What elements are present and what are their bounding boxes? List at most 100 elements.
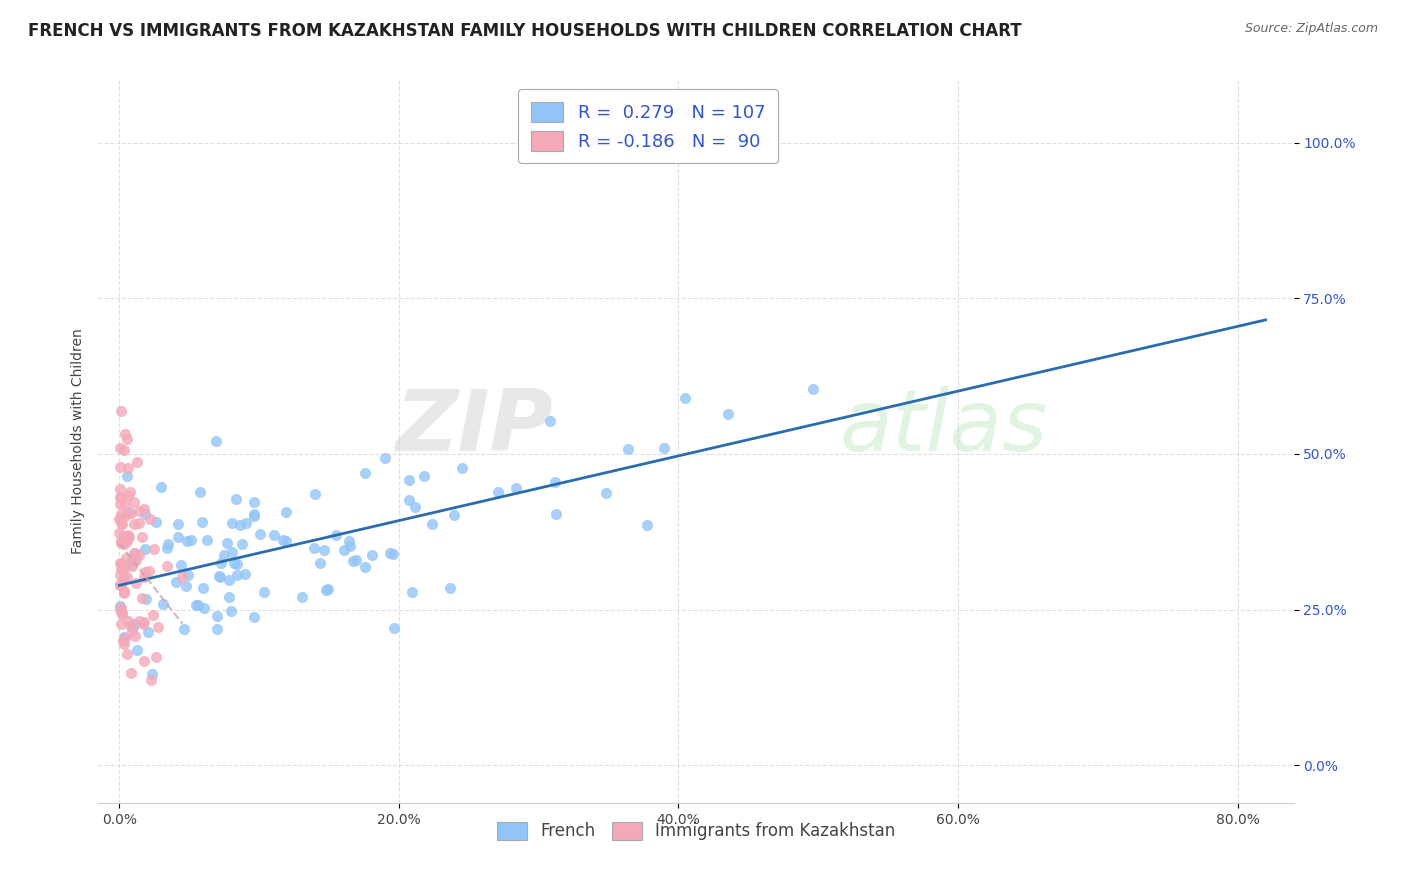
Point: [315, 583, 337, 598]
Point: [354, 560, 377, 574]
Point: [384, 621, 406, 635]
Point: [131, 530, 153, 544]
Point: [177, 568, 200, 582]
Point: [134, 654, 156, 668]
Point: [249, 527, 271, 541]
Point: [451, 461, 474, 475]
Point: [226, 557, 249, 571]
Point: [138, 564, 160, 578]
Point: [145, 515, 167, 529]
Point: [125, 575, 148, 590]
Point: [176, 533, 198, 548]
Point: [121, 552, 143, 566]
Point: [108, 512, 131, 526]
Point: [114, 427, 136, 442]
Text: FRENCH VS IMMIGRANTS FROM KAZAKHSTAN FAMILY HOUSEHOLDS WITH CHILDREN CORRELATION: FRENCH VS IMMIGRANTS FROM KAZAKHSTAN FAM…: [28, 22, 1022, 40]
Point: [124, 546, 146, 560]
Point: [225, 568, 247, 582]
Point: [108, 525, 131, 540]
Point: [108, 497, 131, 511]
Point: [339, 539, 361, 553]
Point: [271, 533, 294, 547]
Point: [117, 490, 139, 504]
Point: [233, 566, 256, 581]
Point: [205, 434, 228, 448]
Point: [309, 556, 332, 570]
Point: [111, 607, 134, 621]
Text: atlas: atlas: [839, 385, 1047, 468]
Point: [167, 516, 190, 531]
Point: [128, 516, 150, 531]
Point: [443, 508, 465, 523]
Point: [122, 620, 145, 634]
Point: [193, 601, 215, 615]
Point: [121, 624, 143, 638]
Point: [108, 578, 131, 592]
Point: [118, 506, 141, 520]
Point: [193, 582, 215, 596]
Point: [134, 507, 156, 521]
Point: [505, 481, 527, 495]
Point: [302, 541, 325, 556]
Point: [125, 643, 148, 657]
Point: [544, 475, 567, 489]
Point: [134, 570, 156, 584]
Point: [218, 573, 240, 587]
Point: [360, 548, 382, 562]
Point: [124, 517, 146, 532]
Point: [337, 533, 360, 548]
Point: [243, 610, 266, 624]
Point: [221, 544, 243, 558]
Point: [108, 557, 131, 571]
Point: [108, 578, 131, 592]
Point: [235, 516, 257, 530]
Point: [401, 585, 423, 599]
Point: [152, 597, 174, 611]
Point: [134, 542, 156, 557]
Point: [110, 562, 132, 576]
Point: [225, 492, 247, 507]
Point: [111, 516, 134, 531]
Point: [112, 443, 135, 458]
Point: [142, 541, 165, 556]
Point: [145, 650, 167, 665]
Point: [132, 616, 155, 631]
Point: [219, 604, 242, 618]
Point: [316, 582, 339, 597]
Point: [121, 559, 143, 574]
Point: [222, 557, 245, 571]
Point: [111, 528, 134, 542]
Point: [115, 432, 138, 446]
Point: [117, 528, 139, 542]
Point: [110, 491, 132, 506]
Point: [243, 507, 266, 521]
Point: [134, 565, 156, 579]
Point: [112, 530, 135, 544]
Point: [110, 617, 132, 632]
Point: [108, 603, 131, 617]
Point: [188, 485, 211, 500]
Point: [173, 623, 195, 637]
Point: [122, 554, 145, 568]
Point: [110, 534, 132, 549]
Point: [120, 666, 142, 681]
Point: [132, 502, 155, 516]
Point: [176, 579, 198, 593]
Point: [108, 599, 131, 613]
Point: [420, 516, 443, 531]
Point: [125, 455, 148, 469]
Point: [221, 516, 243, 530]
Point: [108, 567, 131, 582]
Point: [486, 485, 509, 500]
Legend: French, Immigrants from Kazakhstan: French, Immigrants from Kazakhstan: [488, 814, 904, 848]
Point: [117, 461, 139, 475]
Point: [112, 537, 135, 551]
Point: [131, 591, 153, 605]
Point: [110, 507, 132, 521]
Point: [801, 382, 824, 396]
Point: [110, 512, 132, 526]
Point: [380, 546, 402, 560]
Point: [111, 606, 134, 620]
Point: [212, 548, 235, 562]
Point: [374, 451, 396, 466]
